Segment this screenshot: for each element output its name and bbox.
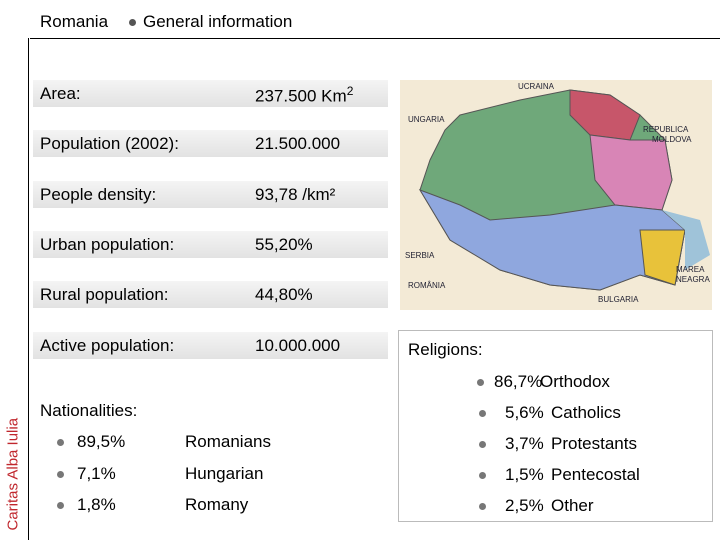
fact-row <box>33 281 388 309</box>
bullet <box>57 439 64 446</box>
map-label: ROMÂNIA <box>408 281 446 290</box>
map-label: BULGARIA <box>598 295 639 304</box>
fact-value: 44,80% <box>255 285 313 305</box>
side-rule <box>28 38 29 540</box>
fact-row <box>33 80 388 107</box>
bullet <box>57 502 64 509</box>
map-label: MOLDOVA <box>652 135 692 144</box>
nationality-percent: 7,1% <box>77 463 116 483</box>
map-region <box>589 134 673 211</box>
fact-value: 10.000.000 <box>255 335 341 355</box>
map-label: REPUBLICA <box>643 125 689 134</box>
religions-box <box>398 330 713 522</box>
religion-percent: 1,5% <box>505 465 544 484</box>
fact-value: 237.500 Km2 <box>255 84 354 106</box>
religion-name: Catholics <box>551 403 621 422</box>
fact-row <box>33 230 388 258</box>
nationality-percent: 1,8% <box>77 495 116 514</box>
bullet <box>57 470 64 478</box>
map-label: MAREA <box>676 265 705 274</box>
religion-percent: 2,5% <box>505 496 544 515</box>
fact-label: People density: <box>40 184 157 204</box>
map-region <box>418 189 686 291</box>
map-label: UNGARIA <box>408 115 445 124</box>
fact-value: 21.500.000 <box>255 134 341 154</box>
fact-value: 93,78 /km² <box>255 184 336 204</box>
nationality-name: Romany <box>185 495 249 514</box>
religion-name: Other <box>551 496 594 515</box>
map-sea <box>662 210 710 270</box>
nationality-name: Romanians <box>185 432 271 451</box>
religions-title: Religions: <box>408 340 483 359</box>
bullet <box>479 410 486 417</box>
header-bullet <box>129 19 136 26</box>
religion-name: Orthodox <box>540 372 610 391</box>
nationality-name: Hungarian <box>185 463 264 483</box>
bullet <box>477 379 484 386</box>
fact-label: Rural population: <box>40 285 169 305</box>
sidebar-text: Caritas Alba Iulia <box>4 417 22 531</box>
bullet <box>479 441 486 448</box>
header-rule <box>30 38 720 39</box>
nationality-percent: 89,5% <box>77 432 126 451</box>
map-label: NEAGRA <box>676 275 710 284</box>
fact-label: Urban population: <box>40 234 175 254</box>
fact-label: Population (2002): <box>40 134 179 154</box>
religion-name: Protestants <box>551 434 637 453</box>
nationalities-title: Nationalities: <box>40 401 138 420</box>
fact-label: Active population: <box>40 335 175 355</box>
bullet <box>479 503 486 510</box>
fact-row <box>33 331 388 359</box>
fact-value-sup: 2 <box>346 84 354 98</box>
map-region <box>639 229 686 286</box>
religion-percent: 86,7% <box>494 372 543 391</box>
fact-row <box>33 180 388 208</box>
religion-percent: 5,6% <box>505 403 544 422</box>
header-title: Romania <box>40 12 109 31</box>
religion-name: Pentecostal <box>551 465 640 484</box>
map-label: UCRAINA <box>518 82 555 91</box>
bullet <box>479 472 486 479</box>
fact-row <box>33 130 388 158</box>
header-subtitle: General information <box>143 12 293 31</box>
map-label: SERBIA <box>405 251 435 260</box>
fact-value: 55,20% <box>255 234 313 254</box>
fact-label: Area: <box>40 84 81 103</box>
religion-percent: 3,7% <box>505 434 544 453</box>
